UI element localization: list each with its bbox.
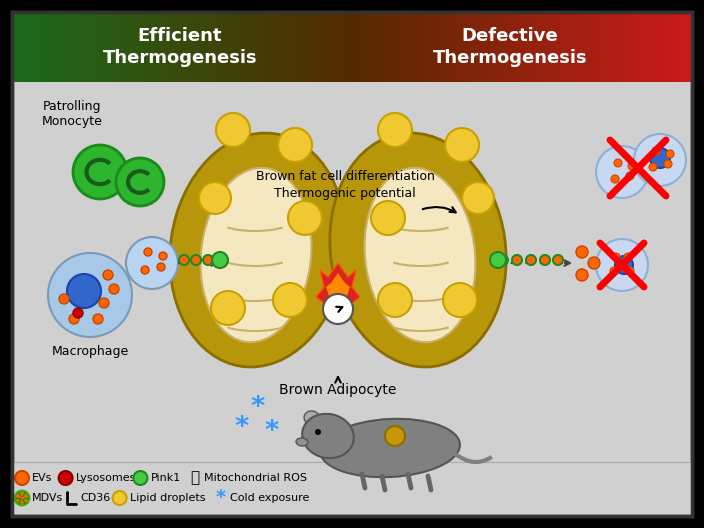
Circle shape [634,134,686,186]
Text: *: * [251,395,265,421]
Circle shape [179,255,189,265]
Ellipse shape [304,411,320,425]
Circle shape [144,248,152,256]
Circle shape [628,162,636,170]
Circle shape [596,146,648,198]
FancyBboxPatch shape [12,462,692,514]
Circle shape [99,298,109,308]
Ellipse shape [302,414,354,458]
Circle shape [624,253,632,261]
Text: *: * [265,419,279,445]
Circle shape [73,308,83,318]
Circle shape [109,284,119,294]
Circle shape [203,255,213,265]
Text: Patrolling
Monocyte: Patrolling Monocyte [42,100,103,128]
Text: EVs: EVs [32,473,52,483]
Text: Macrophage: Macrophage [51,345,129,358]
Circle shape [273,283,307,317]
FancyBboxPatch shape [12,12,692,516]
Ellipse shape [170,133,346,367]
Circle shape [191,255,201,265]
Circle shape [650,148,670,168]
Circle shape [323,294,353,324]
Circle shape [512,255,522,265]
Circle shape [113,491,127,505]
Circle shape [73,145,127,199]
Circle shape [626,172,634,180]
Circle shape [371,201,405,235]
Text: Pink1: Pink1 [151,473,181,483]
Circle shape [576,246,588,258]
Circle shape [69,314,79,324]
Circle shape [157,263,165,271]
Circle shape [553,255,563,265]
Circle shape [378,113,412,147]
Circle shape [385,426,405,446]
Circle shape [116,158,164,206]
Circle shape [93,314,103,324]
Circle shape [626,267,634,275]
Ellipse shape [320,419,460,477]
Circle shape [58,471,73,485]
Circle shape [211,291,245,325]
Circle shape [540,255,550,265]
Text: Mitochondrial ROS: Mitochondrial ROS [204,473,308,483]
Polygon shape [316,263,360,317]
Circle shape [212,252,228,268]
Circle shape [288,201,322,235]
Ellipse shape [329,133,506,367]
Circle shape [378,283,412,317]
Text: 🔥: 🔥 [190,470,199,486]
Circle shape [588,257,600,269]
Circle shape [199,182,231,214]
Text: *: * [215,488,225,507]
Circle shape [159,252,167,260]
Ellipse shape [201,168,311,342]
Circle shape [652,147,660,155]
Circle shape [462,182,494,214]
Text: Brown fat cell differentiation
Thermogenic potential: Brown fat cell differentiation Thermogen… [256,170,434,200]
Ellipse shape [365,168,475,342]
Circle shape [576,269,588,281]
Circle shape [614,159,622,167]
Circle shape [126,237,178,289]
Text: Cold exposure: Cold exposure [230,493,310,503]
Circle shape [443,283,477,317]
Circle shape [216,113,250,147]
Text: Lysosomes: Lysosomes [75,473,136,483]
Circle shape [610,267,618,275]
Text: CD36: CD36 [81,493,111,503]
Polygon shape [326,273,350,309]
Ellipse shape [296,438,308,446]
Circle shape [666,150,674,158]
Text: Defective
Thermogenesis: Defective Thermogenesis [433,27,587,67]
Circle shape [133,471,147,485]
Circle shape [15,491,29,505]
Circle shape [596,239,648,291]
Text: Efficient
Thermogenesis: Efficient Thermogenesis [103,27,258,67]
Text: Brown Adipocyte: Brown Adipocyte [279,383,396,397]
Circle shape [664,160,672,168]
Circle shape [649,163,657,171]
Text: Lipid droplets: Lipid droplets [130,493,205,503]
Circle shape [612,253,620,261]
Circle shape [59,294,69,304]
Circle shape [490,252,506,268]
Circle shape [526,255,536,265]
Circle shape [15,471,29,485]
Circle shape [498,255,508,265]
Circle shape [103,270,113,280]
Circle shape [315,429,321,435]
Circle shape [141,266,149,274]
Circle shape [615,256,633,274]
Circle shape [611,175,619,183]
Circle shape [278,128,312,162]
Circle shape [445,128,479,162]
Circle shape [48,253,132,337]
Text: MDVs: MDVs [32,493,63,503]
Circle shape [67,274,101,308]
Text: *: * [235,415,249,441]
